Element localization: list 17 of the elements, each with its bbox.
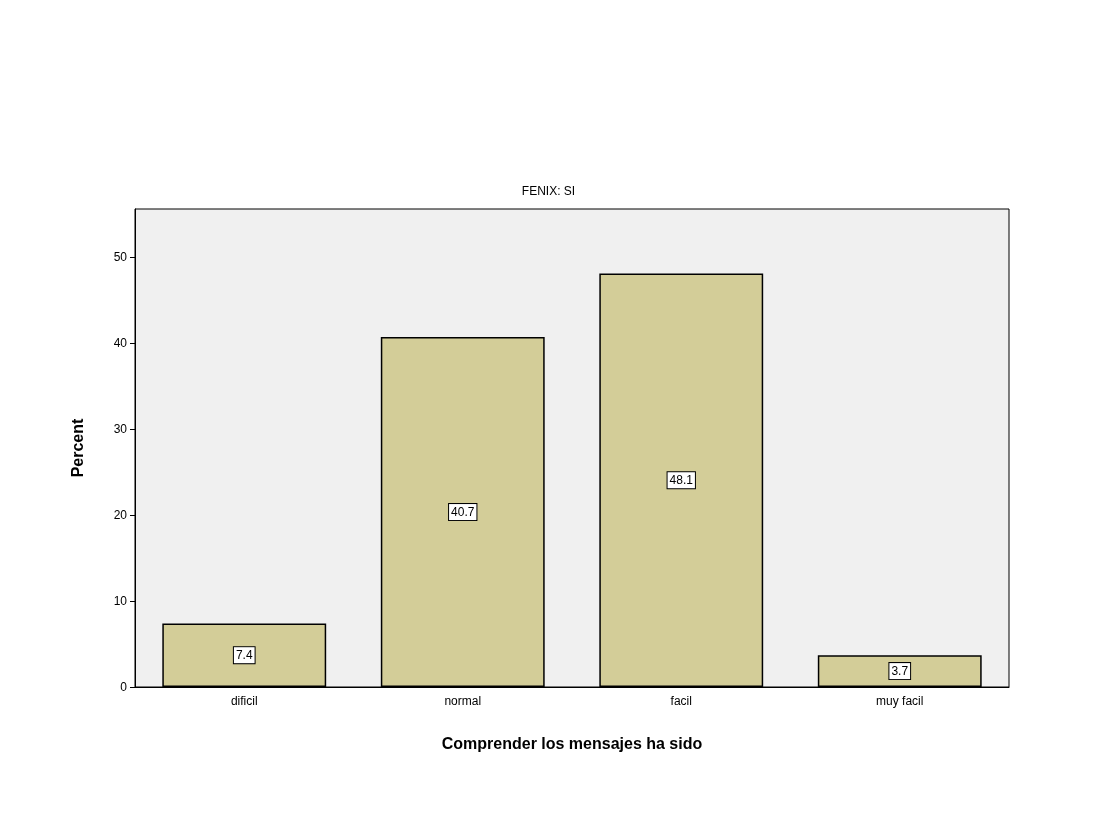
chart-title: FENIX: SI [521,184,576,198]
x-axis-title: Comprender los mensajes ha sido [441,734,703,752]
data-label: 40.7 [451,505,475,520]
x-tick-label: facil [670,694,692,708]
x-tick-label: muy facil [876,694,924,708]
x-tick-label: normal [444,694,482,708]
y-tick-label: 50 [113,250,128,265]
y-tick-label: 30 [113,422,128,437]
y-tick-label: 40 [113,336,128,351]
data-label: 3.7 [891,664,909,679]
data-label: 7.4 [235,648,253,663]
y-tick-label: 0 [120,680,128,694]
y-tick-label: 10 [113,594,128,609]
y-axis-title: Percent [68,417,86,478]
y-tick-label: 20 [113,508,128,523]
x-tick-label: dificil [230,694,258,708]
data-label: 48.1 [669,473,694,488]
